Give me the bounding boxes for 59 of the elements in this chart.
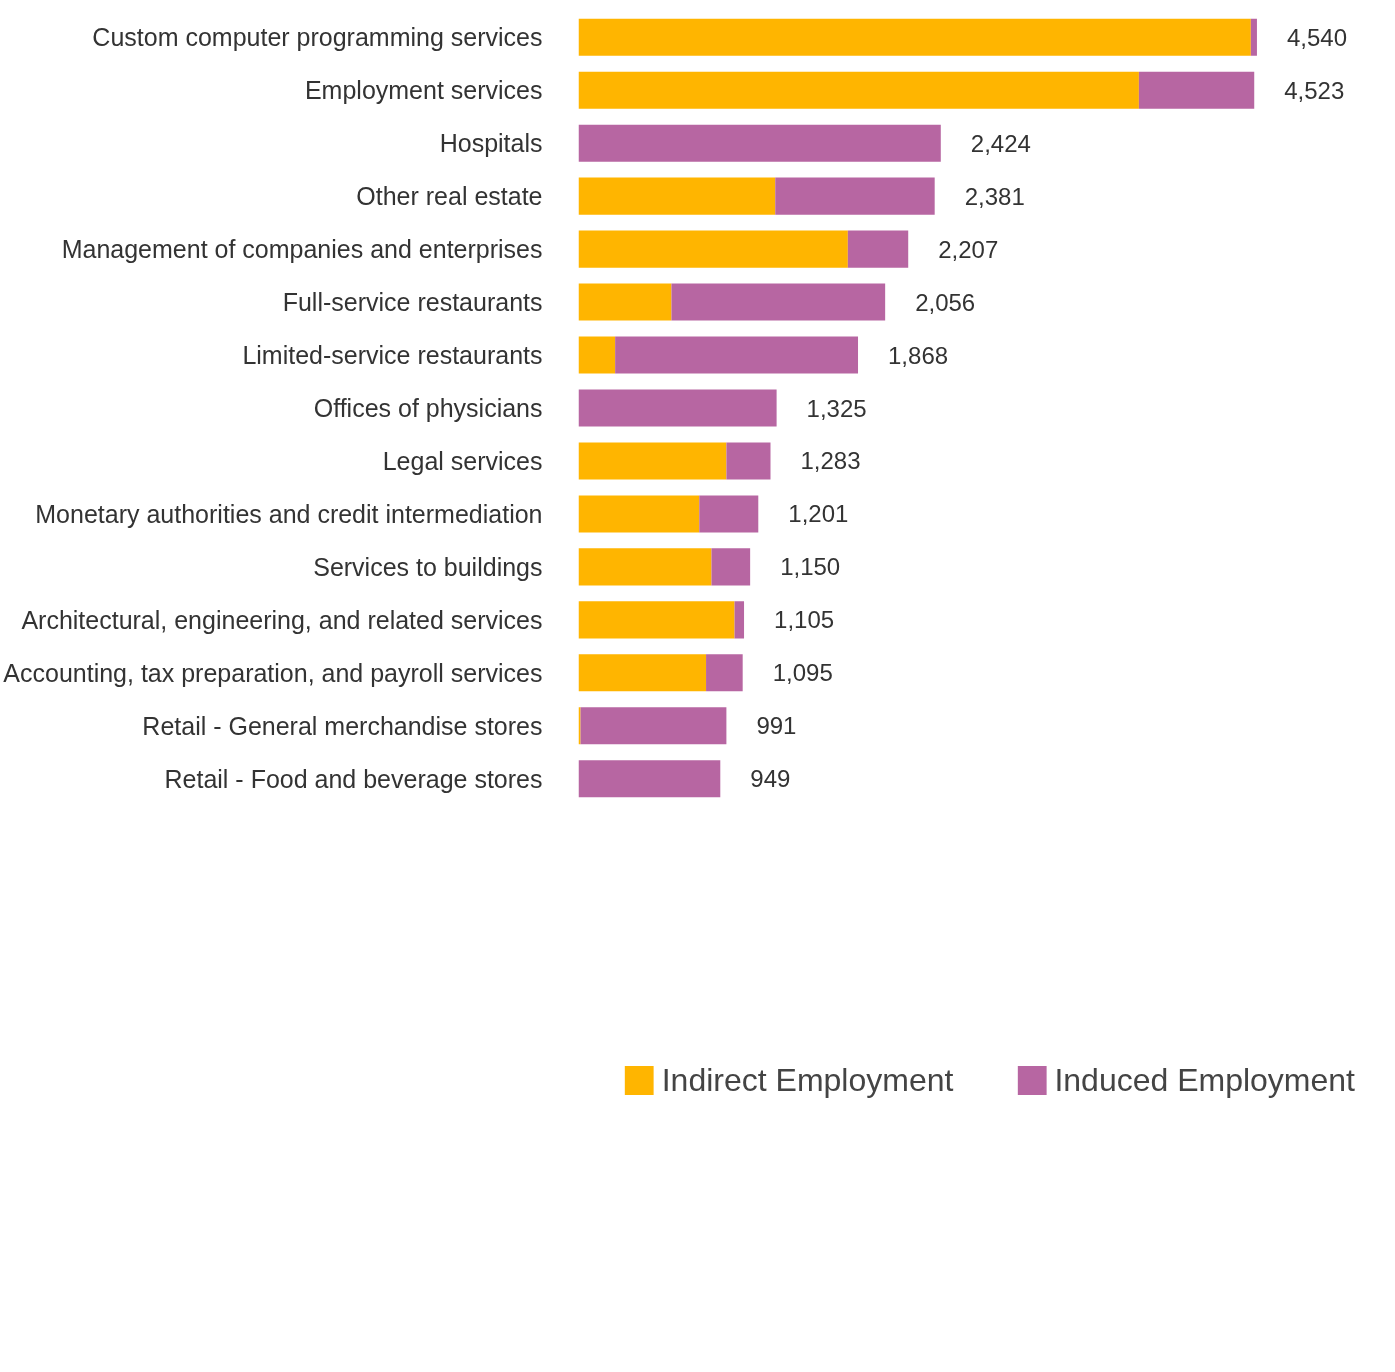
y-tick-label: Hospitals: [439, 129, 543, 158]
annotation: 2,381: [964, 182, 1025, 210]
annotation: 1,201: [788, 500, 849, 528]
bar: [734, 601, 745, 639]
annotation: 2,056: [915, 288, 976, 316]
y-tick-label: Custom computer programming services: [92, 23, 543, 52]
annotation: 1,150: [780, 553, 841, 581]
y-tick-label: Management of companies and enterprises: [61, 235, 543, 264]
y-tick-label: Accounting, tax preparation, and payroll services: [3, 658, 543, 687]
bar: [775, 177, 935, 215]
y-tick-label: Services to buildings: [313, 552, 543, 581]
bar: [1138, 71, 1255, 109]
annotation: 949: [750, 765, 791, 793]
bar: [578, 442, 727, 480]
bar: [671, 283, 886, 321]
bar: [578, 71, 1139, 109]
annotation: 991: [756, 712, 797, 740]
annotation: 1,095: [772, 659, 833, 687]
bar: [578, 336, 616, 374]
y-tick-label: Legal services: [382, 446, 543, 475]
y-tick-label: Limited-service restaurants: [242, 341, 543, 370]
annotation: 1,325: [806, 394, 867, 422]
bar: [578, 177, 776, 215]
annotation: 2,424: [970, 129, 1031, 157]
bar: [578, 389, 777, 427]
y-tick-label: Retail - General merchandise stores: [142, 711, 543, 740]
legend-label: Induced Employment: [1054, 1061, 1355, 1099]
bar: [578, 495, 700, 533]
y-tick-label: Offices of physicians: [313, 394, 543, 422]
y-tick-label: Monetary authorities and credit intermediation: [35, 499, 543, 528]
y-tick-label: Architectural, engineering, and related services: [21, 605, 543, 634]
bar: [615, 336, 859, 374]
bar: [578, 230, 848, 268]
bar: [578, 548, 712, 586]
bar: [711, 548, 751, 586]
annotation: 4,523: [1284, 76, 1345, 104]
y-tick-label: Other real estate: [356, 182, 543, 211]
annotation: 1,283: [800, 447, 861, 475]
bar: [578, 601, 735, 639]
bar: [578, 124, 941, 162]
y-tick-label: Retail - Food and beverage stores: [164, 764, 543, 793]
bar: [726, 442, 771, 480]
bar: [578, 18, 1251, 56]
bar: [578, 760, 721, 798]
bar: [847, 230, 909, 268]
bar: [580, 707, 727, 745]
annotation: 1,105: [774, 606, 835, 634]
bar: [578, 283, 672, 321]
bar: [706, 654, 743, 692]
bar: [1250, 18, 1257, 56]
y-tick-label: Employment services: [304, 76, 543, 105]
bar: [699, 495, 759, 533]
annotation: 4,540: [1286, 23, 1348, 51]
annotation: 2,207: [938, 235, 999, 263]
y-tick-label: Full-service restaurants: [282, 288, 543, 317]
bar: [578, 707, 581, 745]
legend-label: Indirect Employment: [661, 1061, 954, 1099]
bar: [578, 654, 707, 692]
annotation: 1,868: [888, 341, 949, 369]
